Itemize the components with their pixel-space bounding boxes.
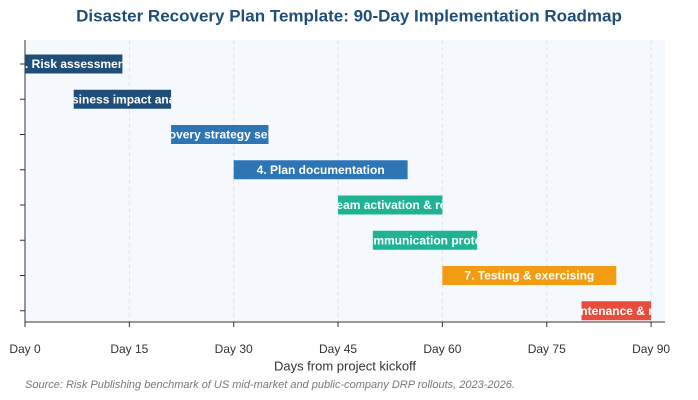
task-label: 1. Risk assessment xyxy=(18,57,129,71)
task-bar xyxy=(581,301,652,321)
x-tick-label: Day 90 xyxy=(632,342,670,356)
task-label: 8. Maintenance & review xyxy=(547,304,686,318)
x-tick-label: Day 75 xyxy=(528,342,566,356)
task-label: 3. Recovery strategy selection xyxy=(133,128,306,142)
x-tick-label: Day 60 xyxy=(423,342,461,356)
task-label: 6. Communication protocols xyxy=(344,233,506,247)
task-bar xyxy=(171,125,269,144)
task-bar xyxy=(442,266,617,285)
x-axis-label: Days from project kickoff xyxy=(274,358,416,373)
source-note: Source: Risk Publishing benchmark of US … xyxy=(25,379,515,391)
x-tick-label: Day 15 xyxy=(110,342,148,356)
task-bar xyxy=(233,160,408,180)
chart-title: Disaster Recovery Plan Template: 90-Day … xyxy=(76,6,622,25)
task-label: 4. Plan documentation xyxy=(257,163,385,177)
x-tick-label: Day 30 xyxy=(215,342,253,356)
task-label: 5. Team activation & roles xyxy=(317,198,464,212)
x-tick-label: Day 45 xyxy=(319,342,357,356)
task-bar xyxy=(73,89,172,109)
task-bar xyxy=(25,54,123,74)
x-tick-label: Day 0 xyxy=(9,342,41,356)
task-bar xyxy=(372,230,478,250)
task-label: 2. Business impact analysis xyxy=(43,92,203,106)
task-bar xyxy=(338,195,443,215)
task-label: 7. Testing & exercising xyxy=(464,269,594,283)
